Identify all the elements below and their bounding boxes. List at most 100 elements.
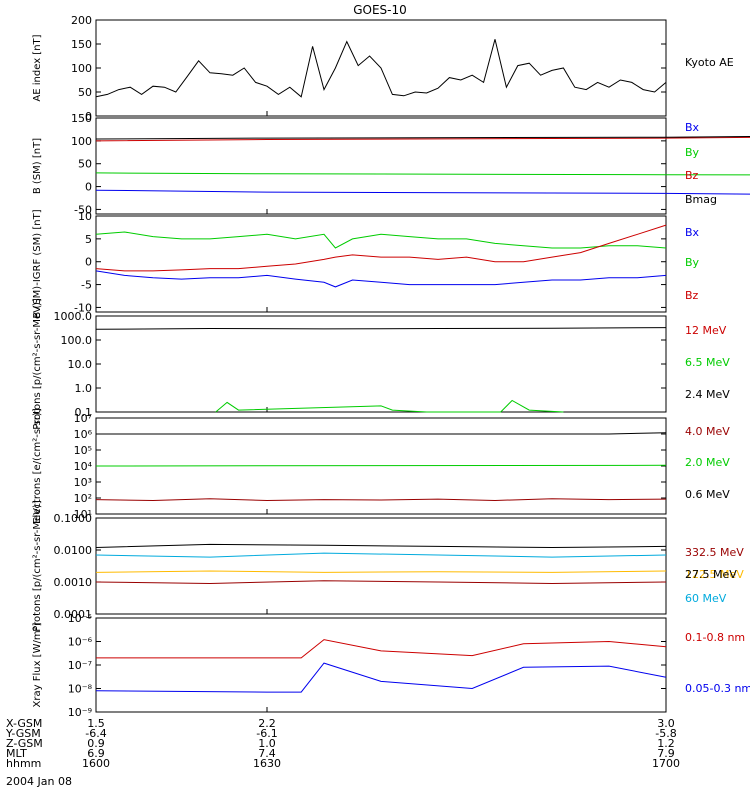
y-tick-label: 200 [71, 14, 92, 27]
y-axis-label: Electrons [e/(cm²-s-sr)] [32, 408, 43, 524]
y-tick-label: 100 [71, 135, 92, 148]
legend-entry: 2.0 MeV [685, 456, 730, 469]
legend-entry: 0.1-0.8 nm [685, 631, 745, 644]
panel-6: 0.0001 0.0010 0.0100 0.1000 Protons [p/(cm²-… [32, 500, 744, 632]
series-line-bmag [95, 136, 750, 140]
y-tick-label: 150 [71, 112, 92, 125]
y-tick-label: 10⁵ [74, 444, 92, 457]
y-tick-label: 0 [85, 181, 92, 194]
panel-frame [95, 215, 667, 313]
y-axis-label: Xray Flux [W/m²] [32, 622, 43, 707]
series-line-60-mev [95, 552, 667, 558]
legend-entry: 0.05-0.3 nm [685, 682, 750, 695]
y-tick-label: 0.0100 [54, 544, 93, 557]
y-tick-label: 10⁻⁶ [68, 636, 93, 649]
series-line-by [95, 172, 750, 176]
y-tick-label: 0.0001 [54, 608, 93, 621]
legend-entry: By [685, 146, 700, 159]
series-line-6-5-mev [215, 399, 564, 413]
y-tick-label: 150 [71, 38, 92, 51]
y-tick-label: -5 [81, 279, 92, 292]
x-tick-label: 1630 [253, 757, 281, 770]
y-axis-label: B (SM)-IGRF (SM) [nT] [32, 209, 43, 318]
panel-2: -50 0 50 100 150 B (SM) [nT] Bx By Bz Bmag [32, 112, 750, 216]
x-tick-label: 1.0 [258, 737, 276, 750]
y-axis-label: Protons [p/(cm²-s-sr-MeV)] [32, 500, 43, 632]
legend-entry: 2.4 MeV [685, 388, 730, 401]
panel-frame [95, 315, 667, 413]
series-line-bx [95, 189, 750, 195]
x-tick-label: 3.0 [657, 717, 675, 730]
y-tick-label: 0.1000 [54, 512, 93, 525]
series-line-332-5-mev [95, 580, 667, 585]
series-line-bx [95, 270, 667, 288]
x-axis-row-label: Y-GSM [5, 727, 41, 740]
y-tick-label: 10⁷ [74, 412, 92, 425]
y-tick-label: 10¹ [74, 508, 92, 521]
x-tick-label: 6.9 [87, 747, 105, 760]
y-tick-label: 10³ [74, 476, 92, 489]
series-line-bz [95, 136, 750, 142]
x-tick-label: 7.9 [657, 747, 675, 760]
y-tick-label: 10⁻⁸ [68, 683, 93, 696]
legend-entry: 27.5 MeV [685, 568, 737, 581]
panel-3: -10 -5 0 5 10 B (SM)-IGRF (SM) [nT] Bx By Bz [32, 209, 700, 318]
y-axis-label: Protons [p/(cm²-s-sr-MeV)] [32, 298, 43, 430]
x-axis-row-label: hhmm [6, 757, 41, 770]
y-tick-label: 1.0 [75, 382, 93, 395]
y-tick-label: 1000.0 [54, 310, 93, 323]
legend-entry: 122.5 MeV [685, 568, 744, 581]
y-tick-label: -10 [74, 301, 92, 314]
date-label: 2004 Jan 08 [6, 775, 72, 788]
panel-1: 0 50 100 150 200 AE index [nT] Kyoto AE [32, 14, 734, 123]
y-tick-label: 10⁴ [74, 460, 93, 473]
x-axis-row-label: MLT [6, 747, 27, 760]
y-tick-label: 5 [85, 233, 92, 246]
legend-entry: By [685, 256, 700, 269]
series-line-kyoto-ae [95, 39, 667, 98]
panel-5: 10¹ 10² 10³ 10⁴ 10⁵ 10⁶ 10⁷ Electrons [e/(cm²-s… [32, 408, 730, 524]
y-tick-label: 10⁻⁵ [68, 612, 92, 625]
panel-7: 10⁻⁹ 10⁻⁸ 10⁻⁷ 10⁻⁶ 10⁻⁵ Xray Flux [W/m²] 0.1-… [32, 612, 750, 719]
y-tick-label: 100 [71, 62, 92, 75]
series-line-27-5-mev [95, 543, 667, 549]
legend-entry: Bz [685, 169, 699, 182]
series-line-122-5-mev [95, 570, 667, 573]
series-line-bz [95, 224, 667, 272]
series-line-0-1-0-8-nm [96, 639, 667, 659]
y-tick-label: 0.1 [75, 406, 93, 419]
y-tick-label: 100.0 [61, 334, 93, 347]
series-line-0-6-mev [96, 432, 667, 435]
panel-frame [95, 117, 667, 215]
x-tick-label: 1.5 [87, 717, 105, 730]
y-axis-label: AE index [nT] [32, 34, 43, 101]
x-tick-label: 1600 [82, 757, 110, 770]
x-axis-row-label: Z-GSM [6, 737, 43, 750]
x-tick-label: 1.2 [657, 737, 675, 750]
panel-4: 0.1 1.0 10.0 100.0 1000.0 Protons [p/(cm²-s-s… [32, 298, 730, 430]
series-line-0-05-0-3-nm [95, 662, 667, 693]
x-tick-label: -6.4 [85, 727, 106, 740]
x-tick-label: -6.1 [256, 727, 277, 740]
legend-entry: 60 MeV [685, 592, 727, 605]
y-tick-label: 10² [74, 492, 92, 505]
y-tick-label: 10 [78, 210, 92, 223]
x-axis-row-label: X-GSM [6, 717, 42, 730]
legend-entry: Kyoto AE [685, 56, 734, 69]
x-tick-label: 0.9 [87, 737, 105, 750]
legend-entry: Bz [685, 289, 699, 302]
y-tick-label: 0 [85, 256, 92, 269]
y-tick-label: 50 [78, 158, 92, 171]
y-axis-label: B (SM) [nT] [32, 138, 43, 194]
legend-entry: Bx [685, 226, 700, 239]
y-tick-label: 10⁶ [74, 428, 93, 441]
y-tick-label: 10⁻⁹ [68, 706, 92, 719]
y-tick-label: 0 [85, 110, 92, 123]
series-line-by [95, 231, 667, 249]
legend-entry: 12 MeV [685, 324, 727, 337]
legend-entry: 4.0 MeV [685, 425, 730, 438]
y-tick-label: 10⁻⁷ [68, 659, 92, 672]
